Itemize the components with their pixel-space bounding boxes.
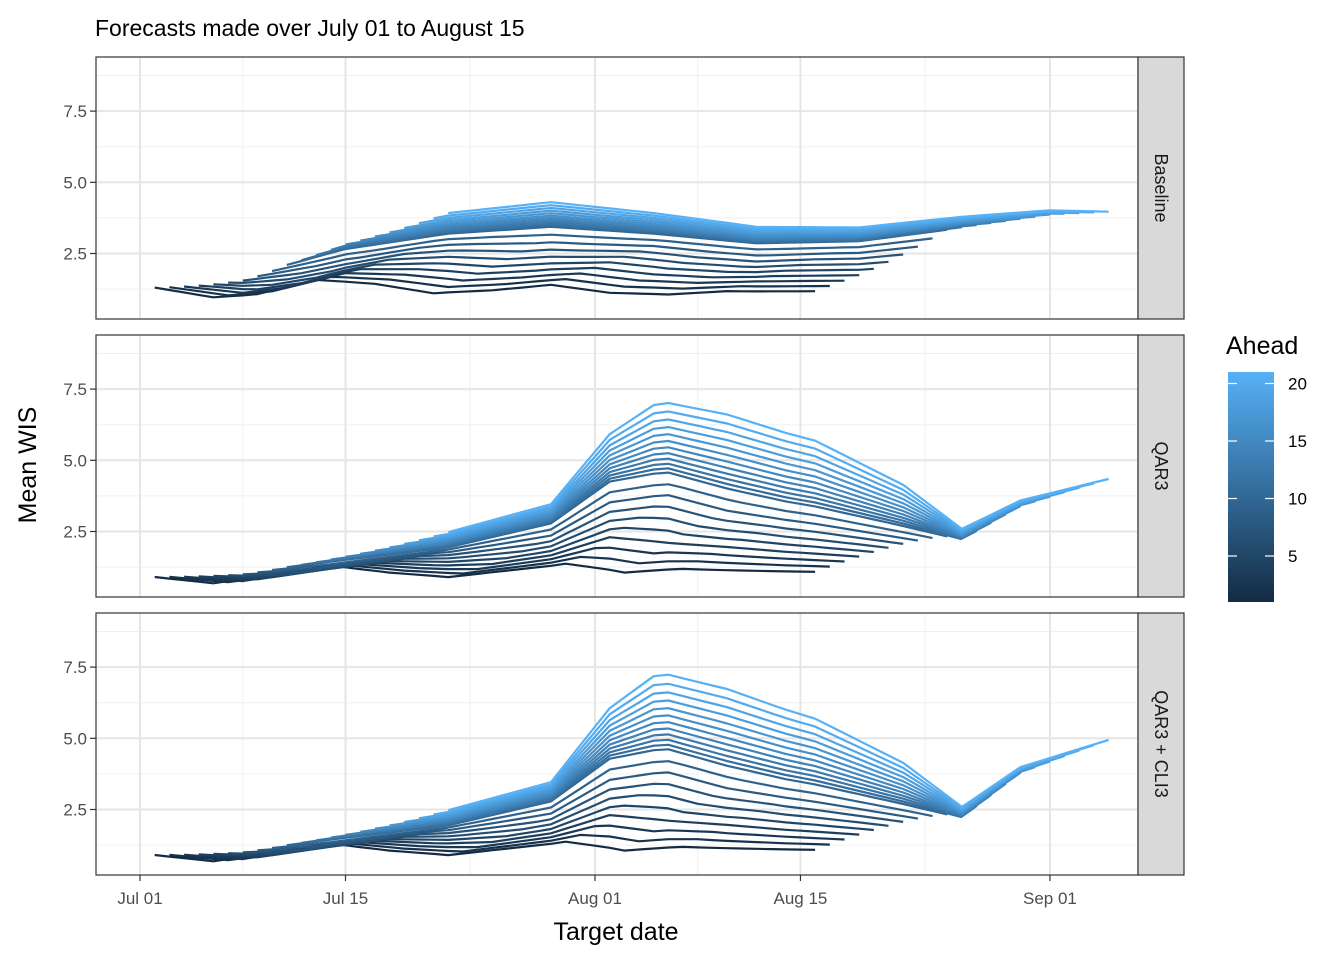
series-line-ahead-20 (433, 410, 1095, 538)
series-line-ahead-16 (374, 214, 1036, 238)
y-tick-label: 5.0 (63, 451, 87, 470)
x-axis: Jul 01 Jul 15 Aug 01 Aug 15 Sep 01 (117, 875, 1077, 908)
facet-strip-label: QAR3 + CLI3 (1151, 690, 1171, 798)
y-tick-label: 2.5 (63, 523, 87, 542)
series-line-ahead-13 (330, 733, 992, 839)
y-tick-label: 7.5 (63, 658, 87, 677)
legend-tick-label: 15 (1288, 432, 1307, 451)
y-tick-label: 7.5 (63, 102, 87, 121)
series-line-ahead-8 (257, 494, 919, 574)
series-line-ahead-21 (448, 201, 1109, 229)
series-line-ahead-16 (374, 714, 1036, 830)
series-line-ahead-7 (242, 248, 904, 282)
series-line-ahead-13 (330, 457, 992, 561)
series-line-ahead-8 (257, 241, 919, 278)
series-line-ahead-18 (404, 209, 1065, 234)
series-line-ahead-9 (271, 760, 933, 850)
legend-tick-label: 10 (1288, 490, 1307, 509)
y-tick-label: 7.5 (63, 380, 87, 399)
series-group (154, 201, 1109, 299)
facet-panels: 2.5 5.0 7.5 Baseline 2.5 5.0 7.5 QAR3 2.5 5.0 7.5 Q… (63, 56, 1185, 876)
legend-tick-label: 5 (1288, 547, 1297, 566)
x-axis-title: Target date (553, 918, 678, 946)
series-line-ahead-20 (433, 204, 1095, 231)
series-group (154, 401, 1109, 585)
facet-strip (1137, 56, 1185, 320)
legend-title: Ahead (1226, 332, 1298, 360)
panel-background (96, 613, 1138, 875)
series-line-ahead-16 (374, 439, 1036, 552)
y-axis-title: Mean WIS (14, 407, 42, 524)
series-line-ahead-15 (360, 721, 1022, 833)
series-line-ahead-14 (345, 727, 1007, 836)
series-line-ahead-14 (345, 452, 1007, 558)
series-line-ahead-3 (183, 272, 845, 294)
legend-colorbar (1228, 372, 1274, 602)
series-line-ahead-15 (360, 216, 1021, 242)
series-line-ahead-9 (271, 483, 933, 572)
facet-strip-label: Baseline (1151, 153, 1171, 222)
series-line-ahead-5 (213, 261, 874, 287)
panel-3: 2.5 5.0 7.5 QAR3 + CLI3 (63, 612, 1185, 876)
series-line-ahead-7 (242, 505, 904, 576)
series-line-ahead-21 (447, 673, 1109, 812)
series-line-ahead-17 (389, 433, 1051, 549)
color-legend: Ahead 5 10 15 20 (1226, 332, 1307, 602)
x-tick-label: Jul 15 (323, 889, 368, 908)
series-group (154, 673, 1109, 863)
facet-strip (1137, 334, 1185, 598)
facet-strip (1137, 612, 1185, 876)
x-tick-label: Aug 01 (568, 889, 622, 908)
panel-background (96, 57, 1138, 319)
series-line-ahead-19 (418, 206, 1080, 232)
series-line-ahead-18 (404, 699, 1065, 824)
series-line-ahead-7 (242, 782, 904, 854)
chart-title: Forecasts made over July 01 to August 15 (95, 15, 525, 41)
y-tick-label: 2.5 (63, 245, 87, 264)
series-line-ahead-6 (228, 255, 889, 284)
x-tick-label: Aug 15 (774, 889, 828, 908)
y-tick-label: 5.0 (63, 729, 87, 748)
series-line-ahead-17 (389, 212, 1050, 236)
series-line-ahead-21 (447, 401, 1109, 534)
x-tick-label: Jul 01 (117, 889, 162, 908)
series-line-ahead-18 (404, 426, 1065, 546)
series-line-ahead-9 (271, 233, 933, 273)
y-tick-label: 5.0 (63, 173, 87, 192)
x-tick-label: Sep 01 (1023, 889, 1077, 908)
series-line-ahead-15 (360, 446, 1022, 555)
series-line-ahead-17 (389, 707, 1051, 827)
legend-tick-label: 20 (1288, 375, 1307, 394)
panel-2: 2.5 5.0 7.5 QAR3 (63, 334, 1185, 598)
series-line-ahead-8 (257, 771, 919, 852)
facet-strip-label: QAR3 (1151, 441, 1171, 490)
panel-1: 2.5 5.0 7.5 Baseline (63, 56, 1185, 320)
y-tick-label: 2.5 (63, 801, 87, 820)
series-line-ahead-4 (198, 266, 860, 291)
legend-ticks: 5 10 15 20 (1228, 375, 1307, 566)
